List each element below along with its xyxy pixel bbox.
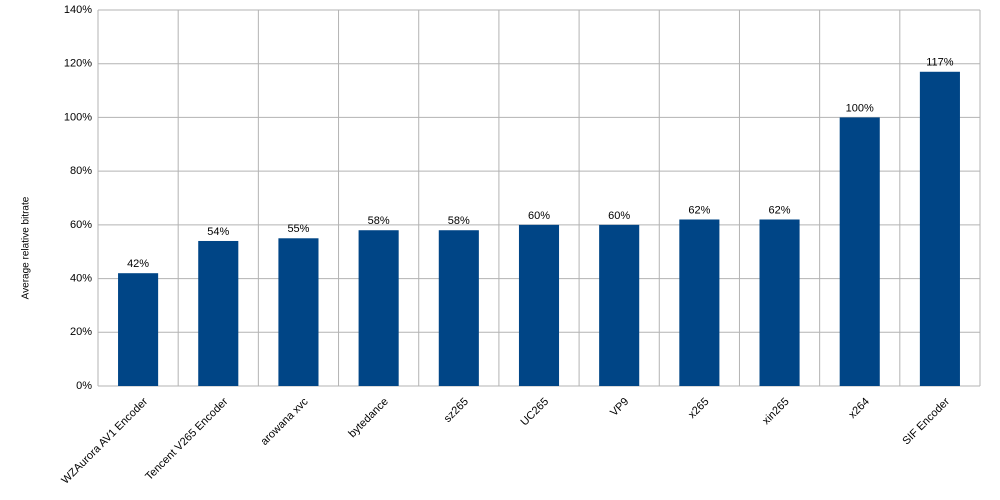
data-label: 60% [608, 210, 630, 222]
y-tick-label: 80% [70, 165, 92, 177]
x-tick-label: x265 [686, 396, 711, 421]
bar [358, 230, 399, 386]
bar [839, 117, 880, 386]
y-tick-label: 140% [64, 4, 92, 16]
bar [278, 238, 319, 386]
x-tick-label: x264 [847, 396, 872, 421]
bar [599, 224, 640, 386]
bar [759, 219, 800, 386]
bar [518, 224, 560, 386]
data-label: 60% [528, 210, 550, 222]
data-label: 55% [287, 223, 309, 235]
bar [438, 230, 479, 386]
data-label: 62% [769, 204, 791, 216]
data-label: 117% [926, 57, 954, 69]
bar [118, 273, 159, 386]
x-tick-label: SIF Encoder [900, 395, 952, 447]
x-tick-label: VP9 [608, 396, 631, 419]
y-tick-label: 100% [64, 111, 92, 123]
bar [679, 219, 720, 386]
data-label: 42% [127, 258, 149, 270]
y-tick-label: 60% [70, 219, 92, 231]
bar [198, 240, 239, 386]
x-tick-label: arowana xvc [258, 395, 311, 448]
data-label: 58% [448, 215, 470, 227]
x-tick-label: UC265 [518, 396, 551, 429]
y-tick-label: 120% [64, 58, 92, 70]
x-tick-label: sz265 [442, 396, 471, 425]
x-tick-label: WZAurora AV1 Encoder [59, 395, 150, 486]
y-axis-label: Average relative bitrate [21, 196, 32, 299]
y-tick-label: 20% [70, 326, 92, 338]
data-label: 62% [688, 204, 710, 216]
data-label: 100% [846, 102, 874, 114]
x-tick-label: Tencent V265 Encoder [143, 395, 230, 482]
x-tick-label: bytedance [346, 396, 390, 440]
x-tick-label: xin265 [760, 396, 791, 427]
y-tick-label: 40% [70, 272, 92, 284]
data-label: 58% [368, 215, 390, 227]
y-tick-label: 0% [76, 380, 92, 392]
bar [919, 71, 960, 387]
data-label: 54% [207, 226, 229, 238]
